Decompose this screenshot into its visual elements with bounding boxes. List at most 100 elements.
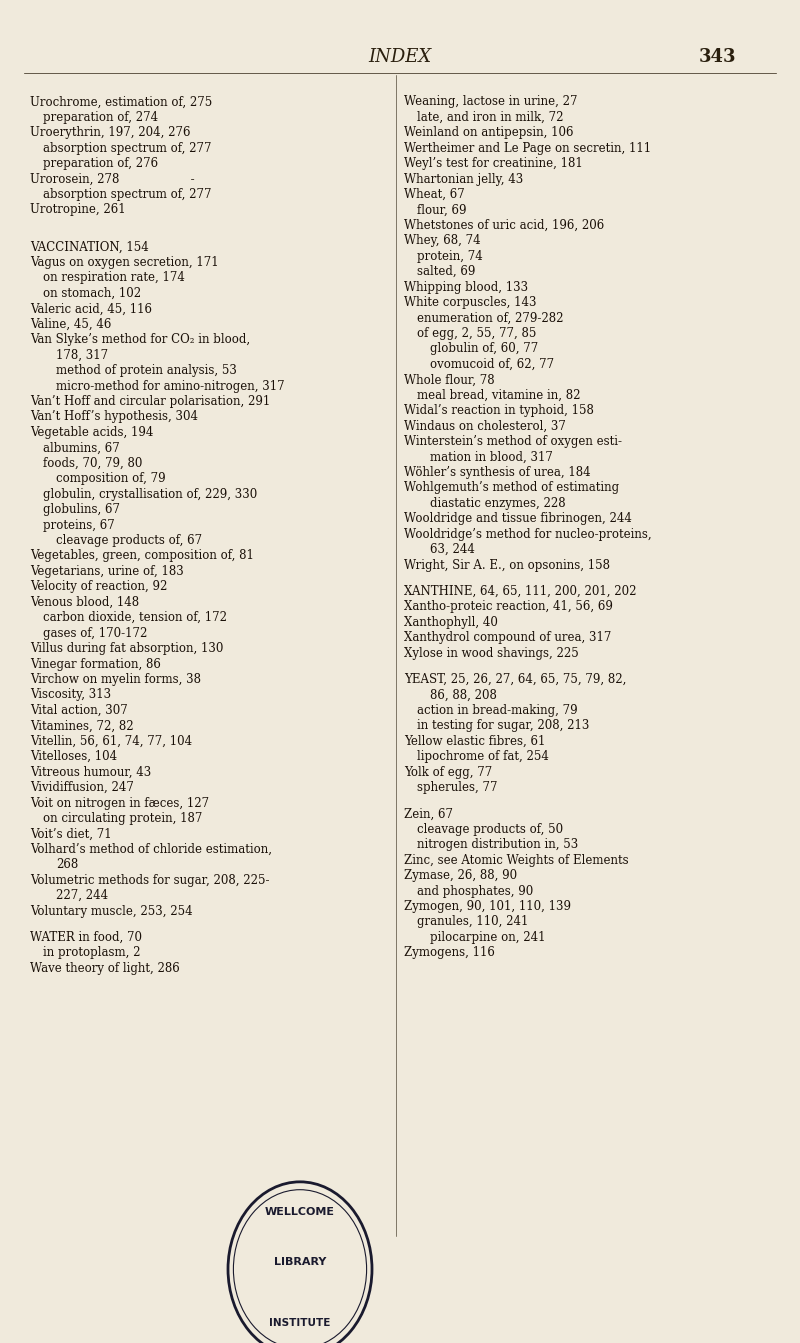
Text: spherules, 77: spherules, 77 [417, 782, 498, 794]
Text: 63, 244: 63, 244 [430, 543, 474, 556]
Text: Voluntary muscle, 253, 254: Voluntary muscle, 253, 254 [30, 905, 193, 917]
Text: Venous blood, 148: Venous blood, 148 [30, 596, 139, 608]
Text: 343: 343 [698, 48, 736, 66]
Text: diastatic enzymes, 228: diastatic enzymes, 228 [430, 497, 566, 510]
Text: Weyl’s test for creatinine, 181: Weyl’s test for creatinine, 181 [404, 157, 582, 171]
Text: action in bread-making, 79: action in bread-making, 79 [417, 704, 578, 717]
Text: YEAST, 25, 26, 27, 64, 65, 75, 79, 82,: YEAST, 25, 26, 27, 64, 65, 75, 79, 82, [404, 673, 626, 686]
Text: Virchow on myelin forms, 38: Virchow on myelin forms, 38 [30, 673, 202, 686]
Text: preparation of, 274: preparation of, 274 [43, 111, 158, 124]
Text: nitrogen distribution in, 53: nitrogen distribution in, 53 [417, 838, 578, 851]
Text: Voit’s diet, 71: Voit’s diet, 71 [30, 827, 112, 841]
Text: carbon dioxide, tension of, 172: carbon dioxide, tension of, 172 [43, 611, 227, 624]
Text: Vitelloses, 104: Vitelloses, 104 [30, 751, 118, 763]
Text: Zein, 67: Zein, 67 [404, 807, 453, 821]
Text: and phosphates, 90: and phosphates, 90 [417, 885, 533, 897]
Text: cleavage products of, 67: cleavage products of, 67 [56, 535, 202, 547]
Text: Zymogens, 116: Zymogens, 116 [404, 947, 495, 959]
Text: composition of, 79: composition of, 79 [56, 473, 166, 485]
Text: gases of, 170-172: gases of, 170-172 [43, 627, 147, 639]
Text: globulin of, 60, 77: globulin of, 60, 77 [430, 342, 538, 356]
Text: Xylose in wood shavings, 225: Xylose in wood shavings, 225 [404, 647, 578, 659]
Text: Vitellin, 56, 61, 74, 77, 104: Vitellin, 56, 61, 74, 77, 104 [30, 735, 193, 748]
Text: Vinegar formation, 86: Vinegar formation, 86 [30, 658, 162, 670]
Text: Wooldridge and tissue fibrinogen, 244: Wooldridge and tissue fibrinogen, 244 [404, 512, 632, 525]
Text: 227, 244: 227, 244 [56, 889, 108, 902]
Text: Van Slyke’s method for CO₂ in blood,: Van Slyke’s method for CO₂ in blood, [30, 333, 250, 346]
Text: Windaus on cholesterol, 37: Windaus on cholesterol, 37 [404, 419, 566, 432]
Text: proteins, 67: proteins, 67 [43, 518, 115, 532]
Text: Valine, 45, 46: Valine, 45, 46 [30, 318, 112, 330]
Text: Wohlgemuth’s method of estimating: Wohlgemuth’s method of estimating [404, 481, 619, 494]
Text: Weaning, lactose in urine, 27: Weaning, lactose in urine, 27 [404, 95, 578, 109]
Text: Zinc, see Atomic Weights of Elements: Zinc, see Atomic Weights of Elements [404, 854, 629, 866]
Text: Whole flour, 78: Whole flour, 78 [404, 373, 494, 387]
Text: protein, 74: protein, 74 [417, 250, 482, 263]
Text: granules, 110, 241: granules, 110, 241 [417, 916, 528, 928]
Text: Whey, 68, 74: Whey, 68, 74 [404, 234, 481, 247]
Text: salted, 69: salted, 69 [417, 265, 475, 278]
Text: mation in blood, 317: mation in blood, 317 [430, 450, 553, 463]
Text: pilocarpine on, 241: pilocarpine on, 241 [430, 931, 545, 944]
Text: VACCINATION, 154: VACCINATION, 154 [30, 240, 149, 254]
Text: Yellow elastic fibres, 61: Yellow elastic fibres, 61 [404, 735, 546, 748]
Text: Wöhler’s synthesis of urea, 184: Wöhler’s synthesis of urea, 184 [404, 466, 590, 479]
Text: Weinland on antipepsin, 106: Weinland on antipepsin, 106 [404, 126, 574, 140]
Text: Van’t Hoff’s hypothesis, 304: Van’t Hoff’s hypothesis, 304 [30, 411, 198, 423]
Text: Vegetables, green, composition of, 81: Vegetables, green, composition of, 81 [30, 549, 254, 563]
Text: flour, 69: flour, 69 [417, 203, 466, 216]
Text: Velocity of reaction, 92: Velocity of reaction, 92 [30, 580, 168, 594]
Text: Urochrome, estimation of, 275: Urochrome, estimation of, 275 [30, 95, 213, 109]
Text: Villus during fat absorption, 130: Villus during fat absorption, 130 [30, 642, 224, 655]
Text: Wertheimer and Le Page on secretin, 111: Wertheimer and Le Page on secretin, 111 [404, 141, 651, 154]
Text: Wave theory of light, 286: Wave theory of light, 286 [30, 962, 180, 975]
Text: Winterstein’s method of oxygen esti-: Winterstein’s method of oxygen esti- [404, 435, 622, 449]
Text: Vitamines, 72, 82: Vitamines, 72, 82 [30, 720, 134, 732]
Text: Vitreous humour, 43: Vitreous humour, 43 [30, 766, 152, 779]
Text: Whipping blood, 133: Whipping blood, 133 [404, 281, 528, 294]
Text: albumins, 67: albumins, 67 [43, 442, 120, 454]
Text: WELLCOME: WELLCOME [265, 1207, 335, 1217]
Text: Zymogen, 90, 101, 110, 139: Zymogen, 90, 101, 110, 139 [404, 900, 571, 913]
Text: INDEX: INDEX [368, 48, 432, 66]
Text: XANTHINE, 64, 65, 111, 200, 201, 202: XANTHINE, 64, 65, 111, 200, 201, 202 [404, 586, 637, 598]
Text: LIBRARY: LIBRARY [274, 1257, 326, 1268]
Text: 178, 317: 178, 317 [56, 349, 108, 361]
Text: 268: 268 [56, 858, 78, 872]
Text: WATER in food, 70: WATER in food, 70 [30, 931, 142, 944]
Text: Vagus on oxygen secretion, 171: Vagus on oxygen secretion, 171 [30, 257, 219, 269]
Text: Uroerythrin, 197, 204, 276: Uroerythrin, 197, 204, 276 [30, 126, 191, 140]
Text: on respiration rate, 174: on respiration rate, 174 [43, 271, 185, 285]
Text: Yolk of egg, 77: Yolk of egg, 77 [404, 766, 492, 779]
Text: cleavage products of, 50: cleavage products of, 50 [417, 823, 563, 835]
Text: 86, 88, 208: 86, 88, 208 [430, 689, 497, 701]
Text: Widal’s reaction in typhoid, 158: Widal’s reaction in typhoid, 158 [404, 404, 594, 418]
Text: micro-method for amino-nitrogen, 317: micro-method for amino-nitrogen, 317 [56, 380, 285, 392]
Text: Wheat, 67: Wheat, 67 [404, 188, 465, 201]
Text: on circulating protein, 187: on circulating protein, 187 [43, 813, 202, 825]
Text: enumeration of, 279-282: enumeration of, 279-282 [417, 312, 563, 325]
Text: globulin, crystallisation of, 229, 330: globulin, crystallisation of, 229, 330 [43, 488, 258, 501]
Text: absorption spectrum of, 277: absorption spectrum of, 277 [43, 188, 212, 201]
Text: Whetstones of uric acid, 196, 206: Whetstones of uric acid, 196, 206 [404, 219, 604, 232]
Text: Whartonian jelly, 43: Whartonian jelly, 43 [404, 172, 523, 185]
Text: Wright, Sir A. E., on opsonins, 158: Wright, Sir A. E., on opsonins, 158 [404, 559, 610, 572]
Text: Van’t Hoff and circular polarisation, 291: Van’t Hoff and circular polarisation, 29… [30, 395, 270, 408]
Text: absorption spectrum of, 277: absorption spectrum of, 277 [43, 141, 212, 154]
Text: in testing for sugar, 208, 213: in testing for sugar, 208, 213 [417, 720, 589, 732]
Text: Urotropine, 261: Urotropine, 261 [30, 203, 126, 216]
Text: foods, 70, 79, 80: foods, 70, 79, 80 [43, 457, 142, 470]
Text: in protoplasm, 2: in protoplasm, 2 [43, 947, 141, 959]
Text: of egg, 2, 55, 77, 85: of egg, 2, 55, 77, 85 [417, 326, 536, 340]
Text: Voit on nitrogen in fæces, 127: Voit on nitrogen in fæces, 127 [30, 796, 210, 810]
Text: lipochrome of fat, 254: lipochrome of fat, 254 [417, 751, 549, 763]
Text: Viscosity, 313: Viscosity, 313 [30, 689, 111, 701]
Text: Vividiffusion, 247: Vividiffusion, 247 [30, 782, 134, 794]
Text: Wooldridge’s method for nucleo-proteins,: Wooldridge’s method for nucleo-proteins, [404, 528, 652, 541]
Text: ovomucoid of, 62, 77: ovomucoid of, 62, 77 [430, 357, 554, 371]
Text: Volumetric methods for sugar, 208, 225-: Volumetric methods for sugar, 208, 225- [30, 874, 270, 886]
Text: White corpuscles, 143: White corpuscles, 143 [404, 295, 537, 309]
Text: meal bread, vitamine in, 82: meal bread, vitamine in, 82 [417, 388, 580, 402]
Text: Urorosein, 278                   -: Urorosein, 278 - [30, 172, 195, 185]
Text: preparation of, 276: preparation of, 276 [43, 157, 158, 171]
